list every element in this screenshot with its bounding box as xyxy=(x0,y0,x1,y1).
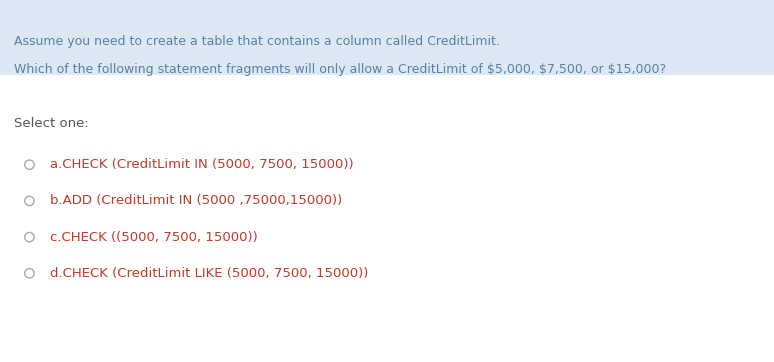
Text: b.ADD (CreditLimit IN (5000 ,75000,15000)): b.ADD (CreditLimit IN (5000 ,75000,15000… xyxy=(50,194,343,207)
Text: c.CHECK ((5000, 7500, 15000)): c.CHECK ((5000, 7500, 15000)) xyxy=(50,231,258,244)
Text: Assume you need to create a table that contains a column called CreditLimit.: Assume you need to create a table that c… xyxy=(14,35,500,48)
Text: a.CHECK (CreditLimit IN (5000, 7500, 15000)): a.CHECK (CreditLimit IN (5000, 7500, 150… xyxy=(50,158,354,171)
Text: Select one:: Select one: xyxy=(14,117,89,130)
Text: Which of the following statement fragments will only allow a CreditLimit of $5,0: Which of the following statement fragmen… xyxy=(14,63,666,76)
Text: d.CHECK (CreditLimit LIKE (5000, 7500, 15000)): d.CHECK (CreditLimit LIKE (5000, 7500, 1… xyxy=(50,267,368,280)
